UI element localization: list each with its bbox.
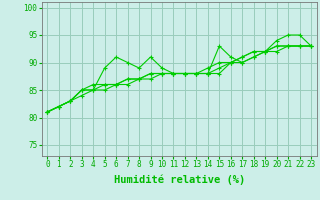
X-axis label: Humidité relative (%): Humidité relative (%) xyxy=(114,175,245,185)
